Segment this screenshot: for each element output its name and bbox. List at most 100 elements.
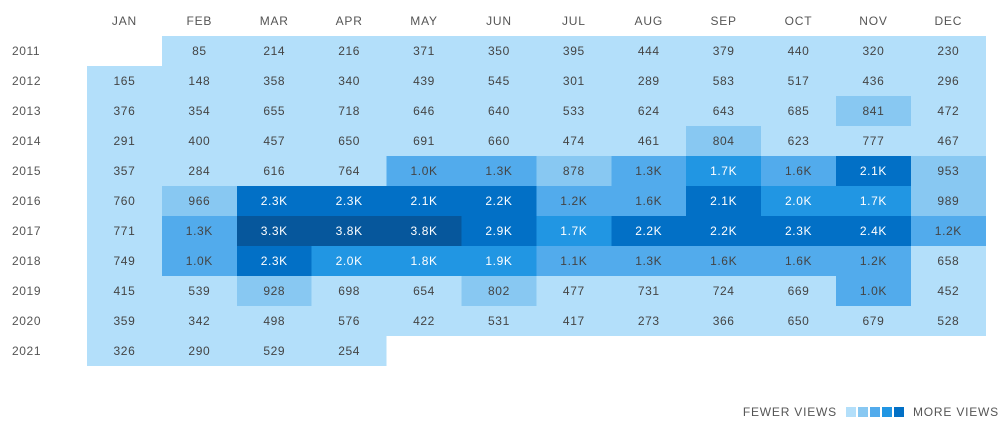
cell-value-2018-jun: 1.9K <box>485 254 512 268</box>
cell-value-2011-mar: 214 <box>263 44 285 58</box>
heatmap-cell-2011-feb <box>161 36 237 66</box>
heatmap-cell-2012-may <box>386 66 462 96</box>
cell-value-2020-jan: 359 <box>114 314 136 328</box>
cell-value-2012-jan: 165 <box>114 74 136 88</box>
legend: FEWER VIEWS MORE VIEWS <box>743 405 999 419</box>
cell-value-2016-aug: 1.6K <box>635 194 662 208</box>
cell-value-2015-dec: 953 <box>937 164 959 178</box>
cell-value-2013-oct: 685 <box>788 104 810 118</box>
cell-value-2012-jul: 301 <box>563 74 585 88</box>
month-label-oct: OCT <box>785 14 813 28</box>
cell-value-2012-dec: 296 <box>937 74 959 88</box>
cell-value-2013-sep: 643 <box>713 104 735 118</box>
cell-value-2020-apr: 576 <box>338 314 360 328</box>
year-label-2015: 2015 <box>12 164 41 178</box>
cell-value-2017-jun: 2.9K <box>485 224 512 238</box>
heatmap-cell-2014-jan <box>87 126 162 156</box>
cell-value-2016-feb: 966 <box>188 194 210 208</box>
heatmap-cell-2016-nov <box>836 186 911 216</box>
heatmap-cell-2017-jul <box>536 216 612 246</box>
cell-value-2017-mar: 3.3K <box>261 224 288 238</box>
heatmap-cell-2018-dec <box>910 246 986 276</box>
cell-value-2020-jun: 531 <box>488 314 510 328</box>
legend-swatch-4 <box>881 407 892 417</box>
cell-value-2013-jan: 376 <box>114 104 136 118</box>
cell-value-2020-may: 422 <box>413 314 435 328</box>
heatmap-cell-2015-dec <box>910 156 986 186</box>
legend-fewer-label: FEWER VIEWS <box>742 405 837 419</box>
month-label-dec: DEC <box>934 14 962 28</box>
heatmap-cell-2016-oct <box>761 186 836 216</box>
month-label-jan: JAN <box>112 14 137 28</box>
cell-value-2019-oct: 669 <box>788 284 810 298</box>
heatmap-cell-2012-jan <box>87 66 162 96</box>
cell-value-2011-apr: 216 <box>338 44 360 58</box>
cell-value-2013-feb: 354 <box>188 104 210 118</box>
heatmap-cell-2017-oct <box>761 216 836 246</box>
cell-value-2014-jun: 660 <box>488 134 510 148</box>
cell-value-2018-feb: 1.0K <box>186 254 213 268</box>
cell-value-2012-feb: 148 <box>188 74 210 88</box>
cell-value-2015-apr: 764 <box>338 164 360 178</box>
cell-value-2016-dec: 989 <box>937 194 959 208</box>
cell-value-2014-oct: 623 <box>788 134 810 148</box>
heatmap-cell-2020-dec <box>910 306 986 336</box>
heatmap-cell-2019-feb <box>161 276 237 306</box>
cell-value-2017-sep: 2.2K <box>710 224 737 238</box>
heatmap-cell-2019-may <box>386 276 462 306</box>
cell-value-2019-nov: 1.0K <box>860 284 887 298</box>
heatmap-cell-2021-jan <box>87 336 162 366</box>
cell-value-2011-dec: 230 <box>937 44 959 58</box>
cell-value-2017-may: 3.8K <box>411 224 438 238</box>
heatmap-cell-2013-feb <box>161 96 237 126</box>
cell-value-2017-dec: 1.2K <box>935 224 962 238</box>
heatmap-cell-2020-sep <box>686 306 762 336</box>
cell-value-2017-apr: 3.8K <box>336 224 363 238</box>
heatmap-cell-2019-jun <box>461 276 537 306</box>
heatmap-cell-2020-aug <box>611 306 687 336</box>
heatmap-cell-2014-aug <box>611 126 687 156</box>
cell-value-2018-mar: 2.3K <box>261 254 288 268</box>
heatmap-cell-2020-jul <box>536 306 612 336</box>
heatmap-cell-2017-nov <box>836 216 911 246</box>
cell-value-2016-sep: 2.1K <box>710 194 737 208</box>
heatmap-cell-2017-dec <box>910 216 986 246</box>
heatmap-cell-2014-jun <box>461 126 537 156</box>
heatmap-cell-2018-oct <box>761 246 836 276</box>
heatmap-cell-2018-sep <box>686 246 762 276</box>
heatmap-cell-2018-mar <box>236 246 312 276</box>
heatmap-cell-2011-sep <box>686 36 762 66</box>
heatmap-cell-2012-jul <box>536 66 612 96</box>
cell-value-2011-sep: 379 <box>713 44 735 58</box>
heatmap-cell-2020-jun <box>461 306 537 336</box>
heatmap-cell-2015-may <box>386 156 462 186</box>
cell-value-2016-mar: 2.3K <box>261 194 288 208</box>
heatmap-cell-2016-may <box>386 186 462 216</box>
cell-value-2011-nov: 320 <box>863 44 885 58</box>
heatmap-cell-2013-jun <box>461 96 537 126</box>
cell-value-2011-aug: 444 <box>638 44 660 58</box>
cell-value-2020-sep: 366 <box>713 314 735 328</box>
cell-value-2013-apr: 718 <box>338 104 360 118</box>
heatmap-cell-2011-aug <box>611 36 687 66</box>
heatmap-cell-2019-mar <box>236 276 312 306</box>
cell-value-2014-feb: 400 <box>188 134 210 148</box>
heatmap-cell-2016-jan <box>87 186 162 216</box>
heatmap-cell-2017-jun <box>461 216 537 246</box>
cell-value-2020-nov: 679 <box>863 314 885 328</box>
cell-value-2015-nov: 2.1K <box>860 164 887 178</box>
cell-value-2015-sep: 1.7K <box>710 164 737 178</box>
heatmap-cell-2020-oct <box>761 306 836 336</box>
cell-value-2020-feb: 342 <box>188 314 210 328</box>
heatmap-cell-2016-sep <box>686 186 762 216</box>
legend-swatches <box>845 407 904 417</box>
views-heatmap: JAN FEB MAR APR MAY JUN JUL AUG SEP OCT NOV DEC 2011… <box>12 14 986 366</box>
year-label-2016: 2016 <box>12 194 41 208</box>
heatmap-cell-2014-jul <box>536 126 612 156</box>
cell-value-2013-jul: 533 <box>563 104 585 118</box>
cell-value-2013-nov: 841 <box>863 104 885 118</box>
cell-value-2019-jul: 477 <box>563 284 585 298</box>
legend-swatch-2 <box>857 407 868 417</box>
cell-value-2014-jul: 474 <box>563 134 585 148</box>
cell-value-2018-jul: 1.1K <box>560 254 587 268</box>
